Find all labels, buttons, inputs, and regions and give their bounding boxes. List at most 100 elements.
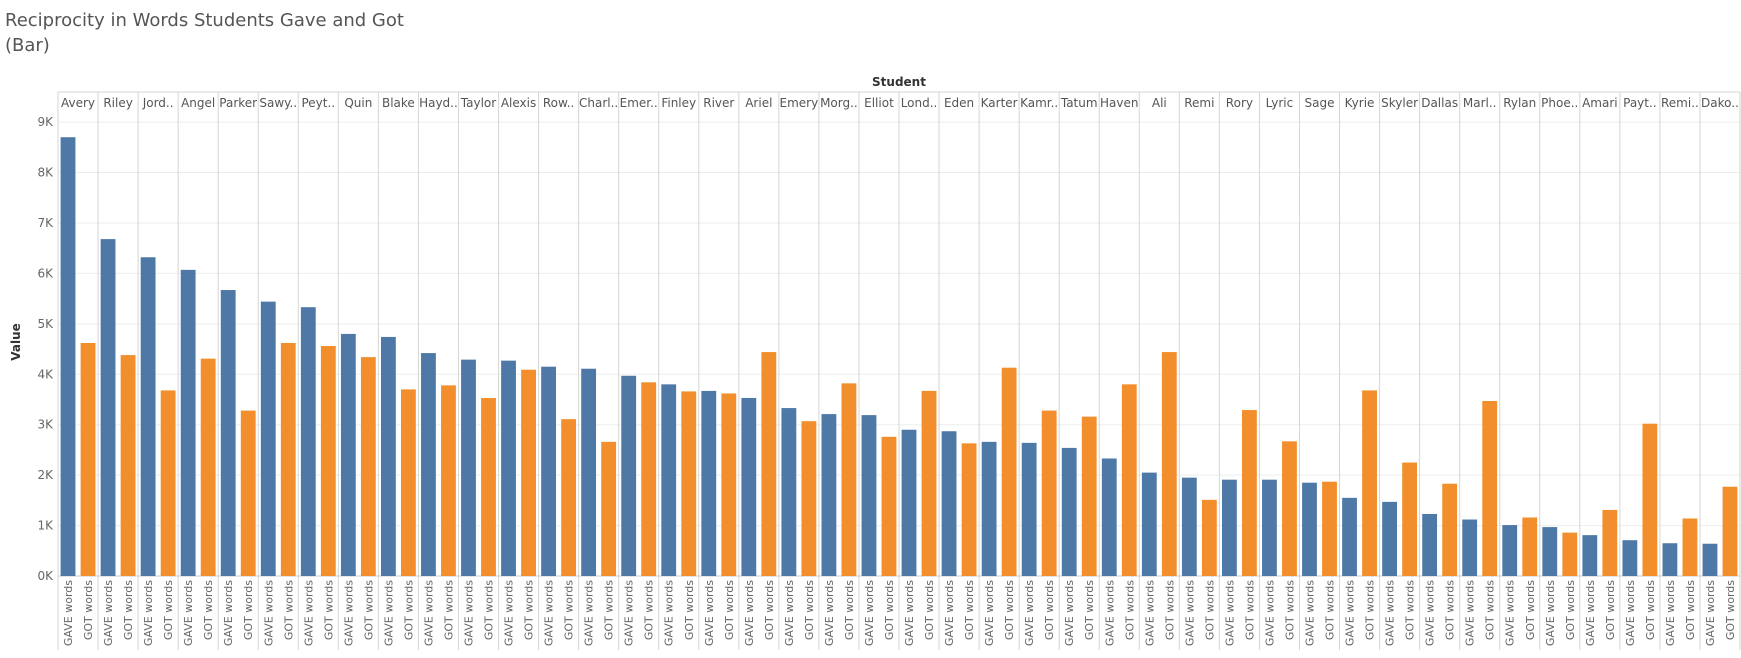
bar	[781, 408, 797, 576]
measure-label: GAVE words	[943, 580, 956, 646]
measure-label: GAVE words	[1023, 580, 1036, 646]
bar	[1242, 410, 1257, 576]
category-header: Eden	[944, 96, 974, 110]
bar	[801, 421, 817, 576]
category-header: Lyric	[1266, 96, 1294, 110]
measure-label: GAVE words	[1464, 580, 1477, 646]
measure-label: GOT words	[1163, 580, 1176, 640]
measure-label: GAVE words	[983, 580, 996, 646]
bar	[1442, 483, 1458, 576]
bar	[401, 389, 416, 576]
measure-label: GAVE words	[1624, 580, 1637, 646]
bar	[1702, 543, 1718, 576]
measure-label: GAVE words	[1504, 580, 1517, 646]
measure-label: GAVE words	[823, 580, 836, 646]
measure-label: GAVE words	[743, 580, 756, 646]
category-header: Sawy..	[259, 96, 297, 110]
bar	[541, 366, 556, 576]
bar	[1682, 518, 1698, 576]
measure-label: GAVE words	[1544, 580, 1557, 646]
bar	[1422, 513, 1438, 576]
bar	[1642, 423, 1658, 576]
measure-label: GAVE words	[1344, 580, 1357, 646]
bar	[1021, 442, 1037, 576]
bar	[280, 342, 296, 576]
bar	[861, 415, 877, 576]
bar	[701, 390, 717, 576]
category-header: Remi	[1184, 96, 1214, 110]
measure-label: GAVE words	[102, 580, 115, 646]
bar	[921, 390, 937, 576]
bar	[581, 368, 597, 576]
category-header: Sage	[1305, 96, 1335, 110]
category-header: Parker	[219, 96, 257, 110]
measure-label: GOT words	[322, 580, 335, 640]
measure-labels: GAVE words GOT words GAVE words GOT words GA…	[62, 580, 1737, 646]
measure-label: GOT words	[1724, 580, 1737, 640]
bar	[1582, 535, 1598, 576]
measure-label: GOT words	[1283, 580, 1296, 640]
category-header: Skyler	[1381, 96, 1418, 110]
category-header: Rory	[1226, 96, 1253, 110]
bar	[1302, 482, 1317, 576]
measure-label: GOT words	[1444, 580, 1457, 640]
bar	[1602, 509, 1618, 576]
y-tick-label: 0K	[37, 569, 54, 583]
bar	[100, 239, 116, 577]
category-header: River	[703, 96, 734, 110]
bar	[1081, 416, 1097, 576]
measure-label: GAVE words	[1263, 580, 1276, 646]
bar	[1342, 497, 1357, 576]
measure-label: GOT words	[1644, 580, 1657, 640]
measure-label: GAVE words	[663, 580, 676, 646]
category-header: Phoe..	[1541, 96, 1578, 110]
category-header: Blake	[382, 96, 415, 110]
measure-label: GOT words	[162, 580, 175, 640]
category-header: Finley	[661, 96, 696, 110]
measure-label: GOT words	[122, 580, 135, 640]
measure-label: GAVE words	[142, 580, 155, 646]
measure-label: GAVE words	[543, 580, 556, 646]
bar	[901, 429, 917, 576]
bar	[1502, 525, 1518, 576]
bar	[961, 443, 977, 576]
bar	[481, 397, 496, 576]
bar	[1282, 441, 1297, 576]
bar	[1061, 447, 1077, 576]
measure-label: GAVE words	[62, 580, 75, 646]
bars	[60, 137, 1738, 577]
measure-label: GOT words	[923, 580, 936, 640]
bar	[441, 385, 456, 576]
category-headers: Avery Riley Jord.. Angel Parker Sawy.. Peyt.. Q…	[61, 96, 1739, 110]
bar	[941, 431, 957, 576]
pane-dividers	[57, 91, 1741, 650]
measure-label: GAVE words	[222, 580, 235, 646]
measure-label: GAVE words	[302, 580, 315, 646]
measure-label: GOT words	[1684, 580, 1697, 640]
bar	[1141, 472, 1157, 576]
measure-label: GOT words	[202, 580, 215, 640]
y-tick-label: 3K	[37, 418, 54, 432]
category-header: Angel	[181, 96, 215, 110]
bar	[160, 390, 176, 576]
bar	[180, 269, 196, 576]
bar	[421, 353, 436, 576]
bar	[1121, 384, 1137, 576]
category-header: Alexis	[501, 96, 536, 110]
bar	[1462, 519, 1478, 576]
bar	[220, 290, 236, 576]
category-header: Avery	[61, 96, 95, 110]
measure-label: GOT words	[1324, 580, 1337, 640]
measure-label: GOT words	[1564, 580, 1577, 640]
measure-label: GAVE words	[1143, 580, 1156, 646]
measure-label: GAVE words	[1183, 580, 1196, 646]
bar	[1181, 477, 1197, 576]
category-header: Hayd..	[419, 96, 458, 110]
category-header: Taylor	[460, 96, 496, 110]
category-header: Emery	[780, 96, 819, 110]
bar	[641, 382, 657, 576]
measure-label: GOT words	[1604, 580, 1617, 640]
measure-label: GAVE words	[1303, 580, 1316, 646]
bar	[621, 375, 637, 576]
bar	[360, 357, 376, 576]
